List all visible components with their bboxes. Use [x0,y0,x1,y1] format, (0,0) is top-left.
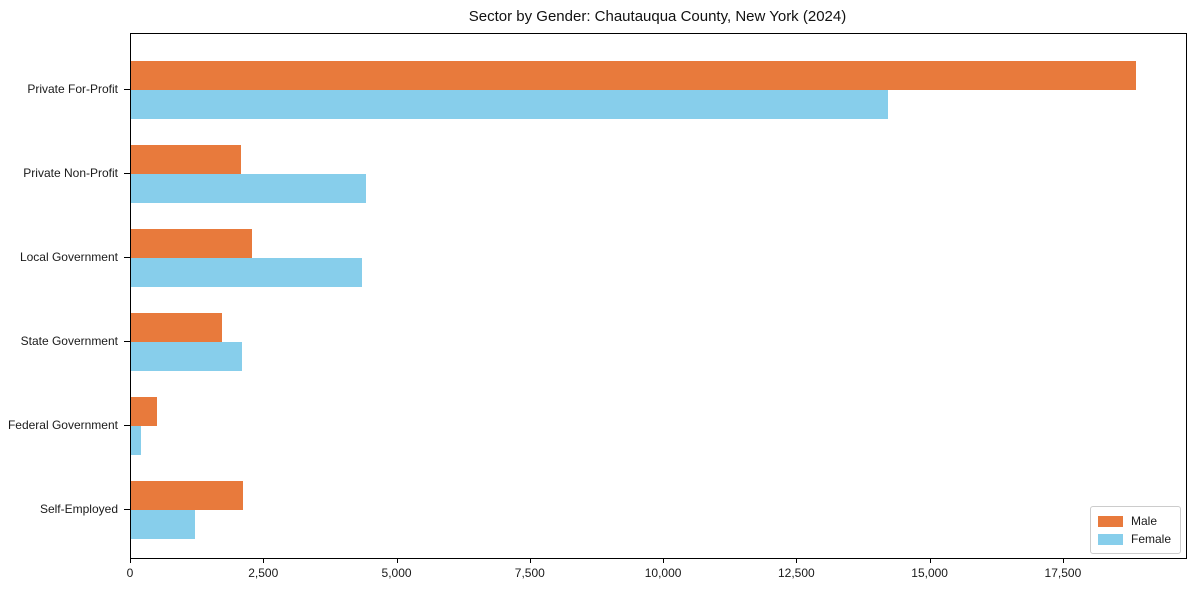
x-axis-tick [663,559,665,563]
y-axis-tick [124,257,130,258]
y-axis-tick [124,173,130,174]
female-swatch-icon [1097,533,1123,545]
y-axis-label-self-employed: Self-Employed [39,502,118,516]
x-axis-tick-label: 2,500 [248,566,279,580]
x-axis-tick [396,559,398,563]
y-axis-label-private-non-profit: Private Non-Profit [23,166,118,180]
male-bar-private-non-profit [131,145,241,174]
x-axis-tick-label: 17,500 [1044,566,1082,580]
y-axis-tick [124,509,130,510]
male-bar-private-for-profit [131,61,1136,90]
x-axis-tick-label: 7,500 [514,566,545,580]
male-bar-state-government [131,313,222,342]
y-axis-label-private-for-profit: Private For-Profit [27,82,118,96]
x-axis-tick [929,559,931,563]
y-axis-tick [124,425,130,426]
legend: Male Female [1089,506,1181,554]
x-axis-tick-label: 15,000 [911,566,948,580]
x-axis-tick [529,559,531,563]
x-axis-tick-label: 12,500 [778,566,815,580]
female-bar-federal-government [131,426,141,455]
y-axis-tick [124,341,130,342]
female-bar-private-for-profit [131,90,888,119]
female-bar-local-government [131,258,362,287]
x-axis-tick-label: 10,000 [644,566,682,580]
y-axis-label-state-government: State Government [20,334,118,348]
plot-area: Male Female [130,33,1187,559]
x-axis-tick [796,559,798,563]
x-axis-tick [130,559,131,563]
legend-item-female: Female [1097,530,1171,548]
y-axis-tick [124,89,130,90]
legend-label-male: Male [1130,514,1157,528]
male-swatch-icon [1097,515,1123,527]
x-axis-tick-label: 5,000 [381,566,412,580]
x-axis-tick [1062,559,1064,563]
y-axis-label-federal-government: Federal Government [7,418,118,432]
x-axis-tick-label: 0 [126,566,134,580]
y-axis-label-local-government: Local Government [19,250,118,264]
chart-title: Sector by Gender: Chautauqua County, New… [468,8,847,25]
legend-label-female: Female [1130,532,1171,546]
female-bar-self-employed [131,510,195,539]
male-bar-federal-government [131,397,157,426]
legend-item-male: Male [1097,512,1171,530]
male-bar-self-employed [131,481,244,510]
male-bar-local-government [131,229,252,258]
x-axis-tick [263,559,265,563]
female-bar-private-non-profit [131,174,367,203]
female-bar-state-government [131,342,242,371]
